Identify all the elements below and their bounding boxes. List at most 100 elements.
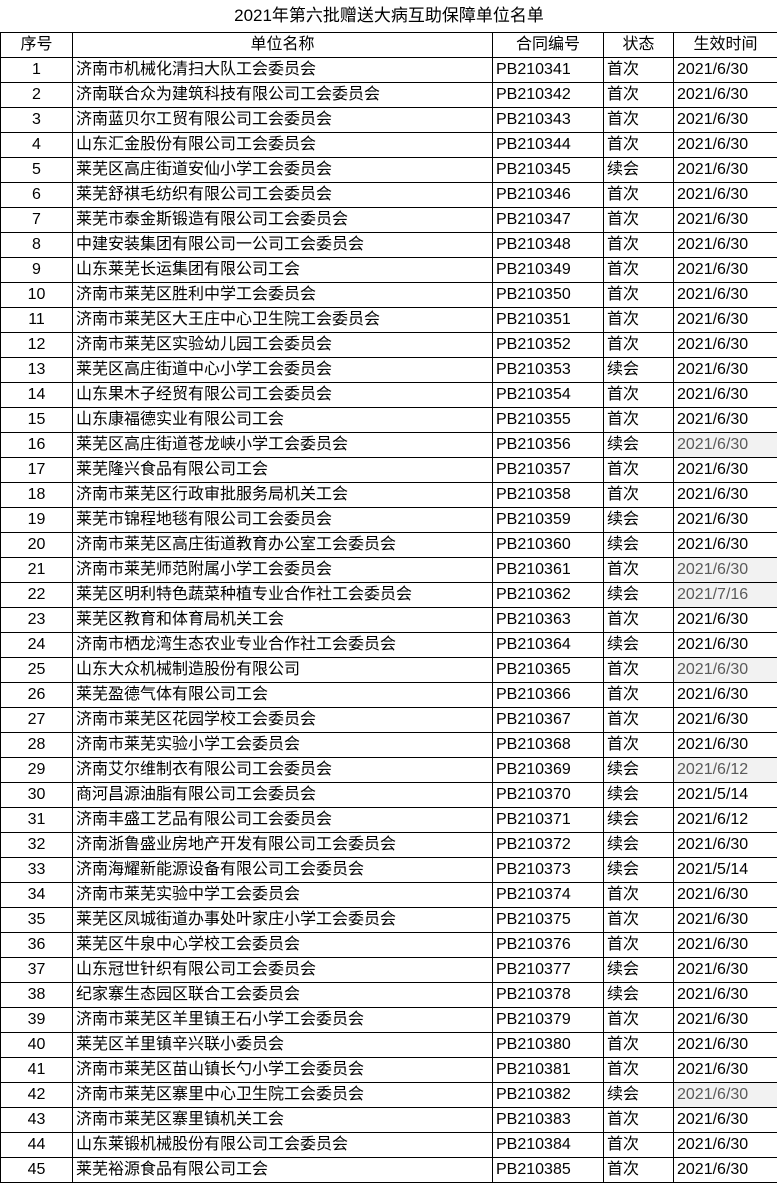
table-row: 15 山东康福德实业有限公司工会 PB210355 首次 2021/6/30 <box>0 407 777 433</box>
row-index: 12 <box>0 332 73 358</box>
table-row: 3 济南蓝贝尔工贸有限公司工会委员会 PB210343 首次 2021/6/30 <box>0 107 777 133</box>
effective-date: 2021/6/30 <box>672 682 777 708</box>
unit-name: 莱芜区教育和体育局机关工会 <box>72 607 493 633</box>
contract-no: PB210361 <box>492 557 604 583</box>
table-row: 32 济南浙鲁盛业房地产开发有限公司工会委员会 PB210372 续会 2021/6/3… <box>0 832 777 858</box>
unit-name: 济南市莱芜区苗山镇长勺小学工会委员会 <box>72 1057 493 1083</box>
table-row: 12 济南市莱芜区实验幼儿园工会委员会 PB210352 首次 2021/6/30 <box>0 332 777 358</box>
status: 续会 <box>603 432 674 458</box>
contract-no: PB210385 <box>492 1157 604 1183</box>
effective-date: 2021/6/30 <box>672 882 777 908</box>
unit-name: 济南丰盛工艺品有限公司工会委员会 <box>72 807 493 833</box>
row-index: 35 <box>0 907 73 933</box>
unit-name: 济南市机械化清扫大队工会委员会 <box>72 57 493 83</box>
unit-name: 中建安装集团有限公司一公司工会委员会 <box>72 232 493 258</box>
status: 首次 <box>603 682 674 708</box>
status: 首次 <box>603 332 674 358</box>
status: 首次 <box>603 57 674 83</box>
status: 续会 <box>603 632 674 658</box>
status: 首次 <box>603 182 674 208</box>
contract-no: PB210341 <box>492 57 604 83</box>
row-index: 19 <box>0 507 73 533</box>
table-row: 33 济南海耀新能源设备有限公司工会委员会 PB210373 续会 2021/5/14 <box>0 857 777 883</box>
contract-no: PB210346 <box>492 182 604 208</box>
unit-name: 山东汇金股份有限公司工会委员会 <box>72 132 493 158</box>
title-row: 2021年第六批赠送大病互助保障单位名单 <box>0 0 777 33</box>
effective-date: 2021/6/30 <box>672 132 777 158</box>
unit-name: 济南市莱芜区大王庄中心卫生院工会委员会 <box>72 307 493 333</box>
status: 首次 <box>603 382 674 408</box>
unit-name: 莱芜隆兴食品有限公司工会 <box>72 457 493 483</box>
effective-date: 2021/6/30 <box>672 632 777 658</box>
contract-no: PB210377 <box>492 957 604 983</box>
table-row: 19 莱芜市锦程地毯有限公司工会委员会 PB210359 续会 2021/6/30 <box>0 507 777 533</box>
unit-name: 济南市莱芜区羊里镇王石小学工会委员会 <box>72 1007 493 1033</box>
effective-date: 2021/6/30 <box>672 157 777 183</box>
unit-name: 济南市莱芜实验中学工会委员会 <box>72 882 493 908</box>
effective-date: 2021/6/30 <box>672 1032 777 1058</box>
row-index: 1 <box>0 57 73 83</box>
table-row: 11 济南市莱芜区大王庄中心卫生院工会委员会 PB210351 首次 2021/6/30 <box>0 307 777 333</box>
status: 首次 <box>603 907 674 933</box>
row-index: 21 <box>0 557 73 583</box>
row-index: 20 <box>0 532 73 558</box>
table-row: 45 莱芜裕源食品有限公司工会 PB210385 首次 2021/6/30 <box>0 1157 777 1183</box>
status: 首次 <box>603 1057 674 1083</box>
unit-name: 莱芜市泰金斯锻造有限公司工会委员会 <box>72 207 493 233</box>
row-index: 31 <box>0 807 73 833</box>
unit-name: 济南市莱芜区实验幼儿园工会委员会 <box>72 332 493 358</box>
status: 首次 <box>603 1132 674 1158</box>
table-row: 4 山东汇金股份有限公司工会委员会 PB210344 首次 2021/6/30 <box>0 132 777 158</box>
row-index: 8 <box>0 232 73 258</box>
contract-no: PB210364 <box>492 632 604 658</box>
table-row: 35 莱芜区凤城街道办事处叶家庄小学工会委员会 PB210375 首次 2021/6/3… <box>0 907 777 933</box>
table-row: 44 山东莱锻机械股份有限公司工会委员会 PB210384 首次 2021/6/30 <box>0 1132 777 1158</box>
table-row: 9 山东莱芜长运集团有限公司工会 PB210349 首次 2021/6/30 <box>0 257 777 283</box>
effective-date: 2021/6/30 <box>672 107 777 133</box>
unit-name: 莱芜盈德气体有限公司工会 <box>72 682 493 708</box>
status: 续会 <box>603 982 674 1008</box>
contract-no: PB210368 <box>492 732 604 758</box>
effective-date: 2021/6/30 <box>672 482 777 508</box>
table-row: 42 济南市莱芜区寨里中心卫生院工会委员会 PB210382 续会 2021/6/30 <box>0 1082 777 1108</box>
row-index: 6 <box>0 182 73 208</box>
effective-date: 2021/6/30 <box>672 532 777 558</box>
status: 首次 <box>603 107 674 133</box>
contract-no: PB210345 <box>492 157 604 183</box>
status: 首次 <box>603 257 674 283</box>
effective-date: 2021/6/30 <box>672 932 777 958</box>
unit-name: 莱芜区凤城街道办事处叶家庄小学工会委员会 <box>72 907 493 933</box>
row-index: 11 <box>0 307 73 333</box>
contract-no: PB210344 <box>492 132 604 158</box>
header-contract-no: 合同编号 <box>492 32 604 58</box>
effective-date: 2021/6/30 <box>672 207 777 233</box>
table-row: 36 莱芜区牛泉中心学校工会委员会 PB210376 首次 2021/6/30 <box>0 932 777 958</box>
contract-no: PB210357 <box>492 457 604 483</box>
unit-name: 莱芜市锦程地毯有限公司工会委员会 <box>72 507 493 533</box>
status: 续会 <box>603 1082 674 1108</box>
table-row: 30 商河昌源油脂有限公司工会委员会 PB210370 续会 2021/5/14 <box>0 782 777 808</box>
contract-no: PB210374 <box>492 882 604 908</box>
page-title: 2021年第六批赠送大病互助保障单位名单 <box>0 0 777 33</box>
status: 首次 <box>603 132 674 158</box>
table-row: 26 莱芜盈德气体有限公司工会 PB210366 首次 2021/6/30 <box>0 682 777 708</box>
table-row: 28 济南市莱芜实验小学工会委员会 PB210368 首次 2021/6/30 <box>0 732 777 758</box>
contract-no: PB210342 <box>492 82 604 108</box>
effective-date: 2021/6/30 <box>672 332 777 358</box>
table-row: 43 济南市莱芜区寨里镇机关工会 PB210383 首次 2021/6/30 <box>0 1107 777 1133</box>
effective-date: 2021/6/30 <box>672 182 777 208</box>
row-index: 26 <box>0 682 73 708</box>
header-index: 序号 <box>0 32 73 58</box>
row-index: 25 <box>0 657 73 683</box>
row-index: 2 <box>0 82 73 108</box>
row-index: 43 <box>0 1107 73 1133</box>
table-row: 17 莱芜隆兴食品有限公司工会 PB210357 首次 2021/6/30 <box>0 457 777 483</box>
effective-date: 2021/6/30 <box>672 607 777 633</box>
contract-no: PB210351 <box>492 307 604 333</box>
unit-name: 纪家寨生态园区联合工会委员会 <box>72 982 493 1008</box>
status: 首次 <box>603 1107 674 1133</box>
status: 续会 <box>603 157 674 183</box>
effective-date: 2021/6/30 <box>672 57 777 83</box>
contract-no: PB210370 <box>492 782 604 808</box>
effective-date: 2021/6/30 <box>672 407 777 433</box>
